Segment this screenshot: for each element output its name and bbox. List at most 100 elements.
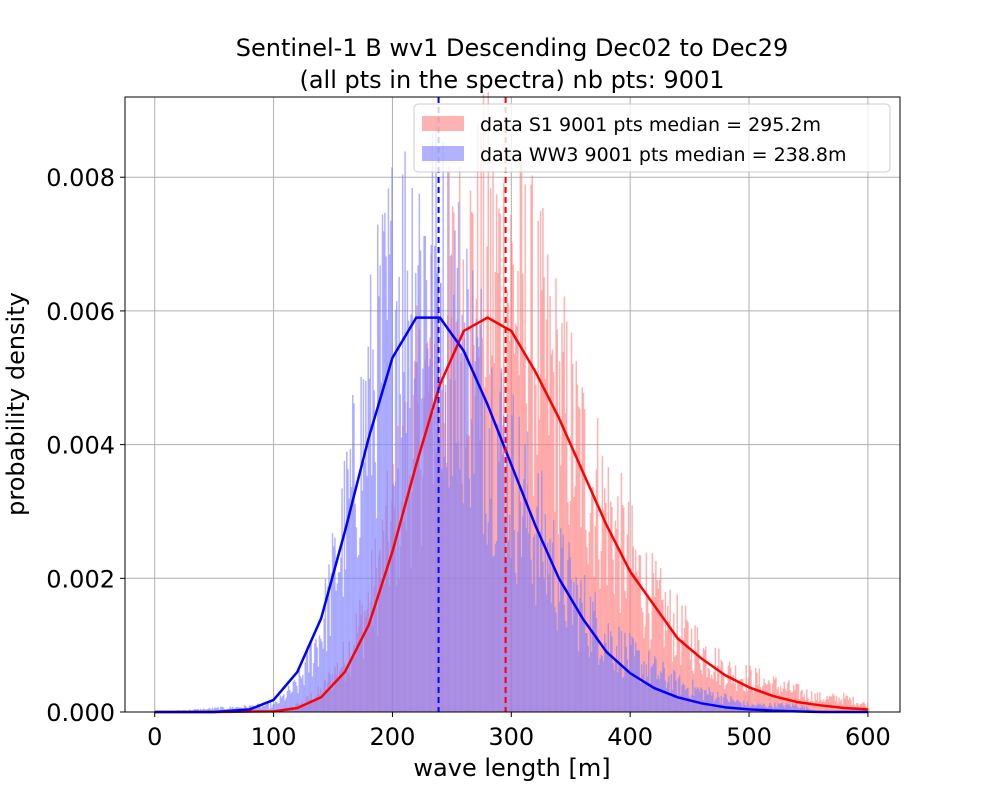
histogram-bar-ww3 [451, 475, 454, 712]
histogram-bar-ww3 [674, 671, 676, 712]
histogram-bar-ww3 [791, 703, 794, 712]
histogram-bar-s1 [652, 573, 655, 712]
histogram-bar-ww3 [643, 661, 645, 712]
histogram-bar-ww3 [569, 556, 572, 712]
histogram-bar-s1 [555, 278, 557, 712]
histogram-bar-ww3 [806, 706, 808, 712]
histogram-bar-ww3 [546, 542, 549, 712]
histogram-bar-ww3 [306, 645, 309, 712]
histogram-bar-ww3 [478, 346, 480, 712]
histogram-bar-s1 [657, 588, 660, 712]
histogram-bar-s1 [651, 553, 654, 712]
histogram-bar-s1 [507, 302, 510, 712]
histogram-bar-ww3 [283, 694, 285, 712]
histogram-bar-ww3 [781, 702, 783, 712]
histogram-bar-s1 [840, 699, 843, 712]
histogram-bar-ww3 [564, 620, 567, 712]
histogram-bar-ww3 [379, 265, 381, 712]
histogram-bar-s1 [617, 496, 619, 712]
histogram-bar-ww3 [607, 623, 610, 712]
histogram-bar-s1 [707, 667, 709, 712]
histogram-bar-ww3 [762, 704, 764, 712]
histogram-bar-ww3 [308, 672, 310, 712]
histogram-bar-s1 [586, 547, 588, 712]
histogram-bar-ww3 [580, 579, 582, 712]
histogram-bar-s1 [575, 361, 577, 712]
histogram-bar-ww3 [274, 701, 277, 712]
histogram-bar-ww3 [258, 704, 260, 712]
histogram-bar-ww3 [648, 651, 650, 712]
histogram-bar-ww3 [536, 506, 538, 712]
histogram-bar-ww3 [394, 309, 397, 712]
histogram-bar-ww3 [680, 695, 682, 712]
histogram-bar-s1 [806, 689, 808, 712]
histogram-bar-s1 [574, 486, 576, 712]
histogram-bar-ww3 [277, 703, 279, 712]
histogram-bar-ww3 [563, 604, 566, 712]
histogram-bar-s1 [655, 561, 657, 712]
histogram-bar-ww3 [807, 708, 809, 712]
histogram-bar-ww3 [494, 543, 497, 712]
histogram-bar-ww3 [574, 605, 576, 712]
histogram-bar-s1 [689, 659, 692, 712]
histogram-bar-ww3 [209, 708, 211, 712]
histogram-bar-ww3 [676, 695, 679, 712]
histogram-bar-ww3 [782, 705, 784, 712]
histogram-bar-ww3 [690, 694, 693, 712]
histogram-bar-ww3 [229, 706, 232, 712]
histogram-bar-ww3 [212, 709, 215, 712]
histogram-bar-s1 [785, 690, 788, 712]
histogram-bar-s1 [770, 696, 772, 712]
histogram-bar-s1 [537, 220, 539, 712]
histogram-bar-ww3 [195, 709, 197, 712]
histogram-bar-ww3 [581, 602, 583, 712]
histogram-bar-ww3 [460, 352, 462, 712]
histogram-bar-ww3 [396, 301, 398, 712]
histogram-bar-s1 [571, 363, 574, 712]
histogram-bar-s1 [570, 332, 573, 712]
histogram-bar-s1 [777, 687, 780, 712]
histogram-bar-s1 [596, 418, 599, 712]
histogram-bar-ww3 [350, 487, 353, 712]
histogram-bar-s1 [636, 571, 638, 712]
histogram-bar-ww3 [589, 596, 592, 712]
histogram-bar-ww3 [803, 705, 806, 712]
histogram-bar-ww3 [376, 224, 379, 712]
histogram-bar-s1 [608, 533, 611, 712]
histogram-bar-ww3 [299, 675, 302, 712]
histogram-bar-s1 [448, 165, 450, 713]
histogram-bar-ww3 [270, 702, 272, 712]
y-tick-label: 0.004 [46, 432, 115, 460]
histogram-bar-ww3 [595, 617, 598, 712]
histogram-bar-s1 [626, 534, 629, 712]
histogram-bar-ww3 [464, 351, 467, 712]
histogram-bar-s1 [847, 700, 850, 712]
histogram-bar-ww3 [544, 514, 547, 712]
x-tick-label: 600 [845, 723, 891, 751]
histogram-bar-ww3 [626, 659, 629, 712]
histogram-bar-ww3 [702, 700, 705, 712]
histogram-bar-ww3 [601, 656, 604, 712]
histogram-bar-s1 [677, 638, 680, 712]
histogram-bar-s1 [588, 531, 591, 712]
histogram-bar-ww3 [517, 531, 519, 712]
histogram-bar-s1 [715, 680, 718, 712]
histogram-bar-s1 [563, 296, 566, 712]
histogram-bar-ww3 [397, 468, 399, 712]
fit-curve-blue [154, 316, 868, 714]
histogram-bar-s1 [850, 699, 852, 712]
histogram-bar-s1 [802, 697, 805, 712]
histogram-bar-s1 [745, 665, 747, 712]
histogram-bar-s1 [768, 680, 770, 712]
histogram-bar-ww3 [609, 631, 612, 712]
histogram-bar-ww3 [374, 462, 377, 712]
histogram-bar-s1 [564, 412, 567, 712]
histogram-bar-s1 [726, 682, 728, 712]
histogram-bar-ww3 [530, 559, 532, 712]
histogram-bar-ww3 [555, 612, 557, 712]
histogram-bar-ww3 [630, 644, 632, 712]
histogram-bar-s1 [668, 621, 670, 712]
histogram-bar-ww3 [357, 554, 360, 712]
histogram-bar-ww3 [594, 592, 597, 712]
histogram-bar-s1 [489, 188, 492, 712]
